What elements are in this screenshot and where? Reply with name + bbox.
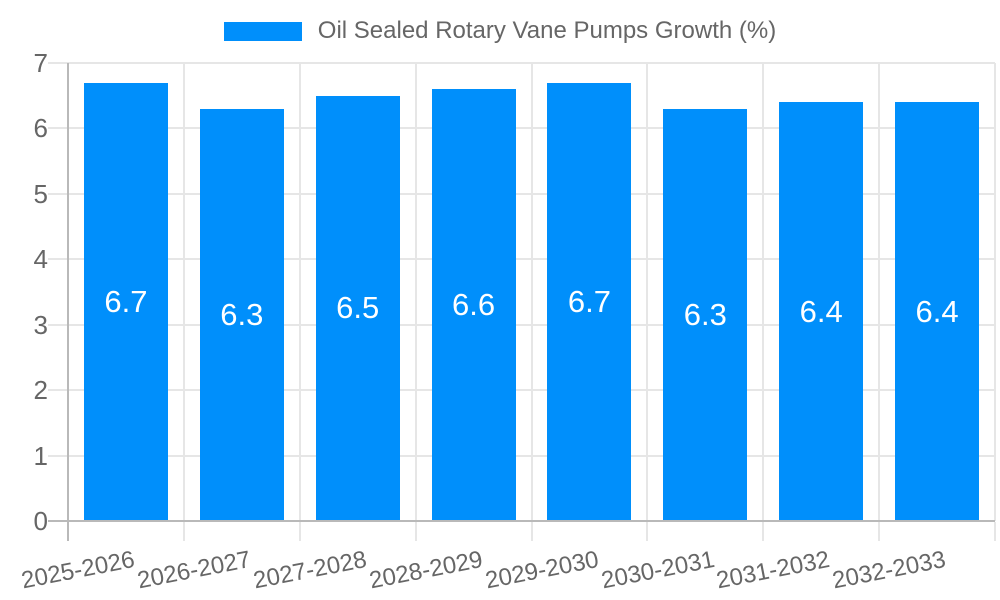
bar[interactable]: 6.7 xyxy=(83,82,168,521)
bar[interactable]: 6.3 xyxy=(199,108,284,521)
y-tick-mark xyxy=(48,389,68,392)
y-tick-label: 0 xyxy=(33,506,48,536)
legend-label[interactable]: Oil Sealed Rotary Vane Pumps Growth (%) xyxy=(317,17,777,44)
v-gridline xyxy=(878,63,881,521)
v-gridline xyxy=(298,63,301,521)
x-tick-label: 2029-2030 xyxy=(482,546,601,595)
x-tick-mark xyxy=(994,522,996,541)
y-tick-mark xyxy=(48,62,68,64)
bar-value-label: 6.4 xyxy=(799,293,843,329)
v-gridline xyxy=(994,63,996,521)
y-tick-mark xyxy=(48,258,68,261)
x-tick-label: 2032-2033 xyxy=(830,546,949,595)
x-tick-mark xyxy=(298,522,301,541)
bar[interactable]: 6.4 xyxy=(779,102,864,521)
bar-value-label: 6.6 xyxy=(452,287,496,323)
x-tick-mark xyxy=(414,522,417,541)
x-tick-mark xyxy=(646,522,649,541)
legend-swatch[interactable] xyxy=(223,21,302,41)
x-tick-label: 2030-2031 xyxy=(598,546,717,595)
x-tick-label: 2026-2027 xyxy=(135,546,253,595)
v-gridline xyxy=(530,63,533,521)
legend[interactable]: Oil Sealed Rotary Vane Pumps Growth (%) xyxy=(0,17,1000,45)
bar[interactable]: 6.7 xyxy=(547,82,632,521)
bar-value-label: 6.4 xyxy=(915,293,959,329)
x-tick-mark xyxy=(878,522,881,541)
x-tick-label: 2025-2026 xyxy=(19,546,138,595)
bar-value-label: 6.3 xyxy=(220,296,264,332)
x-tick-mark xyxy=(182,522,185,541)
bar[interactable]: 6.6 xyxy=(431,89,516,521)
x-tick-label: 2028-2029 xyxy=(366,546,485,595)
y-tick-label: 6 xyxy=(33,113,48,144)
v-gridline xyxy=(646,63,649,521)
bar[interactable]: 6.3 xyxy=(663,108,748,521)
y-tick-mark xyxy=(48,127,68,130)
y-tick-mark xyxy=(48,454,68,457)
y-tick-label: 5 xyxy=(33,178,48,209)
bar-value-label: 6.7 xyxy=(104,283,148,319)
x-tick-mark xyxy=(530,522,533,541)
y-tick-label: 4 xyxy=(33,244,48,275)
x-tick-mark xyxy=(762,522,765,541)
y-tick-label: 3 xyxy=(33,309,48,340)
y-axis-line xyxy=(67,63,69,541)
y-tick-mark xyxy=(48,192,68,195)
plot-area: 6.7 6.3 6.5 6.6 6.7 6.3 6.4 6.4 xyxy=(68,62,996,521)
y-tick-label: 1 xyxy=(33,440,48,471)
x-tick-label: 2031-2032 xyxy=(714,546,833,595)
bar-value-label: 6.7 xyxy=(567,283,611,319)
v-gridline xyxy=(762,63,765,521)
x-tick-label: 2027-2028 xyxy=(251,546,369,595)
y-tick-label: 2 xyxy=(33,375,48,406)
bar[interactable]: 6.4 xyxy=(895,102,980,521)
y-tick-mark xyxy=(48,323,68,326)
bar-value-label: 6.3 xyxy=(683,296,727,332)
y-tick-label: 7 xyxy=(33,48,48,78)
v-gridline xyxy=(414,63,417,521)
bar[interactable]: 6.5 xyxy=(315,95,400,521)
bar-value-label: 6.5 xyxy=(336,290,380,326)
x-axis-line xyxy=(48,520,995,522)
v-gridline xyxy=(182,63,185,521)
